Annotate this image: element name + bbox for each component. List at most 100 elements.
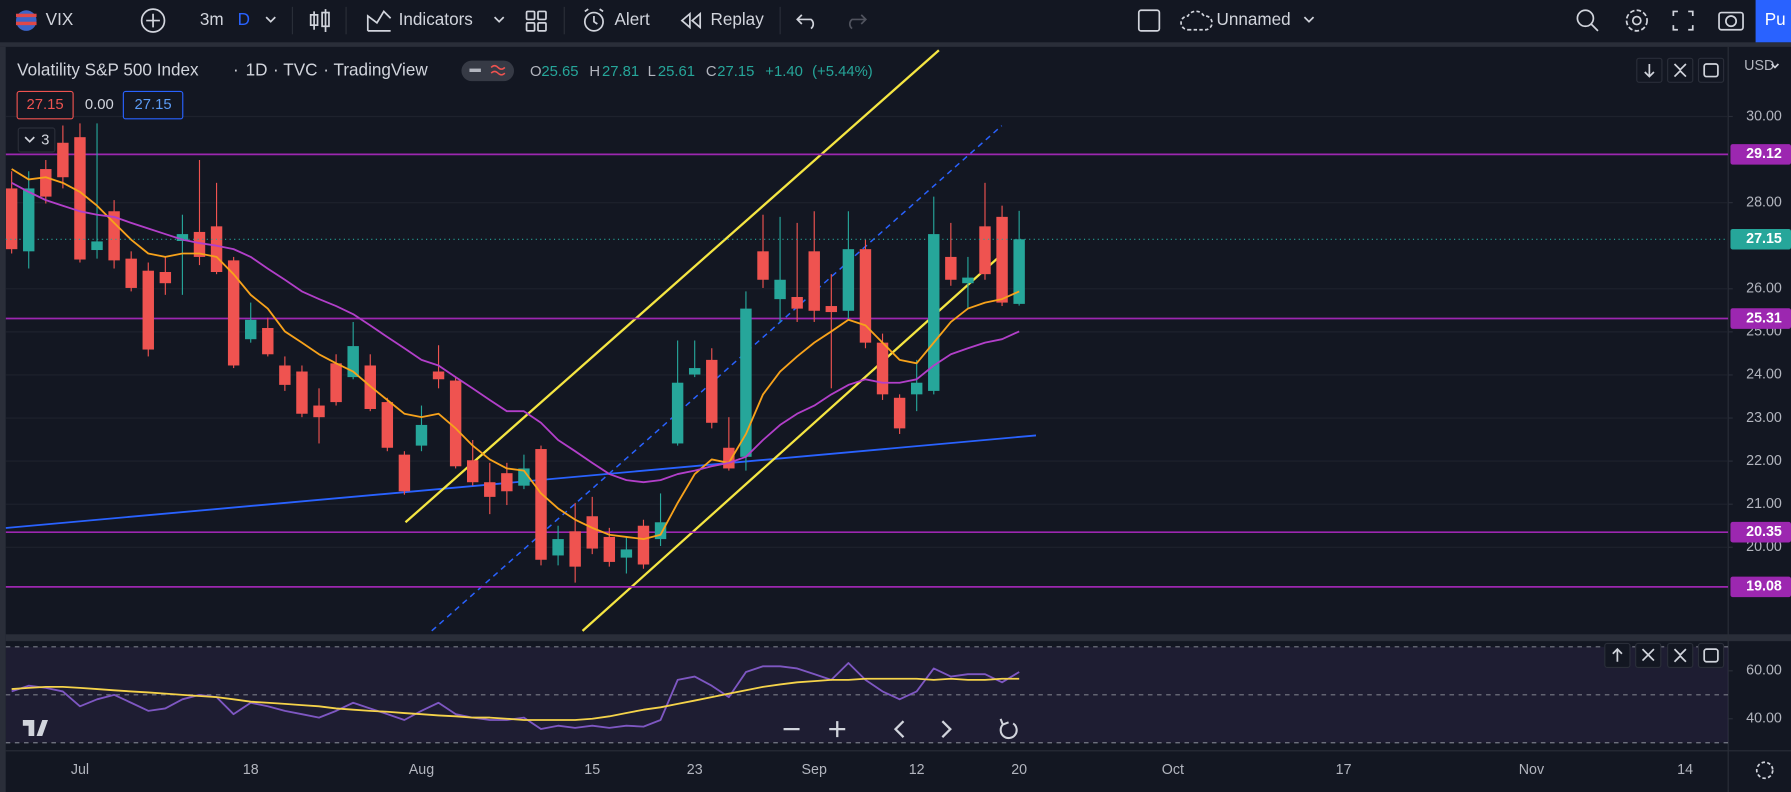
candle-body — [449, 380, 462, 467]
x-tick-label: 18 — [243, 762, 259, 778]
candle-body — [518, 468, 530, 486]
candle-body — [91, 241, 103, 251]
maximize-icon — [1703, 63, 1719, 78]
fullscreen-button[interactable] — [1672, 10, 1694, 31]
flag-stripe — [15, 13, 37, 18]
candle-body — [723, 447, 735, 469]
bid[interactable]: 27.15 — [27, 97, 64, 113]
publish-label[interactable]: Pu — [1765, 9, 1786, 29]
replay-button[interactable]: Replay — [710, 9, 764, 29]
y-tick-label: 40.00 — [1746, 711, 1782, 727]
tradingview-logo[interactable] — [22, 720, 48, 736]
bid-box[interactable] — [16, 90, 74, 120]
candle-body — [159, 272, 172, 284]
search-button[interactable] — [1576, 9, 1595, 28]
main-pane — [5, 49, 1729, 632]
candle-body — [125, 258, 137, 288]
chevron[interactable] — [1770, 63, 1780, 69]
y-tick-label: 20.00 — [1746, 539, 1782, 555]
scroll-right-button[interactable] — [941, 720, 952, 738]
candle-body — [245, 319, 257, 340]
maximize-button[interactable] — [1697, 57, 1725, 83]
candle-body — [859, 249, 872, 343]
settings-button[interactable] — [1625, 9, 1648, 32]
maximize-icon — [1703, 648, 1719, 663]
indicators-toggle[interactable] — [17, 127, 56, 153]
legend-title: Volatility S&P 500 Index — [17, 59, 199, 79]
x-tick-label: Nov — [1519, 762, 1545, 778]
scroll-left-button[interactable] — [893, 720, 905, 738]
candle-body — [193, 231, 206, 257]
candle-body — [415, 424, 428, 446]
undo-button[interactable] — [796, 14, 815, 30]
y-tick-label: 60.00 — [1746, 663, 1782, 679]
maximize-button[interactable] — [1697, 642, 1725, 668]
y-tick-label: 26.00 — [1746, 281, 1782, 297]
level-label: 20.35 — [1746, 524, 1782, 540]
candle-body — [296, 371, 308, 414]
candle-body — [23, 188, 35, 252]
legend-separator: · — [273, 59, 279, 79]
candle-body — [552, 539, 564, 556]
flag-icon[interactable] — [15, 10, 37, 31]
candle-body — [706, 359, 718, 423]
select-button[interactable] — [1137, 9, 1161, 32]
interval[interactable]: 3m — [200, 9, 224, 29]
x-tick-label: 17 — [1336, 762, 1352, 778]
search-handle — [1590, 23, 1599, 32]
symbol[interactable]: VIX — [46, 9, 74, 29]
x-tick-label: Aug — [409, 762, 434, 778]
chevron[interactable] — [1303, 16, 1315, 23]
candle-body — [825, 306, 838, 313]
candle-body — [262, 328, 274, 355]
redo-button[interactable] — [848, 14, 868, 30]
candle-body — [740, 308, 752, 457]
candle-body — [176, 234, 189, 241]
candle-body — [569, 531, 581, 567]
candle-body — [466, 460, 479, 483]
ask[interactable]: 27.15 — [134, 97, 171, 113]
publish-button[interactable] — [1755, 0, 1791, 43]
arrow-icon — [1644, 64, 1655, 78]
replay-icon[interactable] — [680, 11, 702, 30]
layout-icon[interactable] — [525, 10, 536, 21]
market-status[interactable] — [461, 60, 514, 82]
indicators-icon[interactable] — [366, 10, 392, 32]
chevron[interactable] — [265, 16, 276, 23]
screenshot-button[interactable] — [1718, 11, 1744, 31]
indicator-count: 3 — [41, 132, 49, 148]
currency[interactable]: USD — [1744, 58, 1774, 74]
ask-box[interactable] — [122, 90, 184, 120]
candle-body — [808, 251, 820, 311]
indicators-button[interactable]: Indicators — [399, 9, 473, 29]
add-symbol-button[interactable] — [140, 8, 166, 33]
chevron[interactable] — [493, 16, 505, 23]
alert-icon-hands — [584, 8, 604, 25]
candle-body — [637, 525, 650, 565]
channel-upper[interactable] — [404, 49, 940, 524]
zoom-in-button[interactable] — [829, 721, 846, 738]
axis-settings-button[interactable] — [1755, 761, 1774, 780]
reset-button[interactable] — [999, 718, 1018, 740]
close-value: 27.15 — [717, 64, 754, 80]
candle-body — [910, 382, 923, 395]
candle-body — [313, 405, 325, 418]
alert-button[interactable]: Alert — [615, 9, 650, 29]
layout-name[interactable]: Unnamed — [1216, 9, 1290, 29]
x-tick-label: 14 — [1677, 762, 1693, 778]
candle-body — [791, 296, 803, 309]
candle-body — [603, 536, 616, 562]
axes: Jul 18 Aug 15 23 Sep 12 20 Oct 17 Nov 14 30.00 28.00 2… — [71, 108, 1791, 778]
left-border — [0, 46, 6, 792]
flag-stripe — [15, 21, 37, 26]
collapse-icon — [1673, 648, 1687, 663]
add-icon — [146, 13, 160, 28]
interval-unit[interactable]: D — [238, 9, 250, 29]
layout-icon — [525, 21, 536, 32]
legend-separator: · — [323, 59, 329, 79]
grid — [5, 115, 1729, 548]
alert-icon[interactable] — [583, 11, 604, 32]
cloud-icon[interactable] — [1180, 10, 1213, 31]
change-percent: (+5.44%) — [812, 64, 873, 80]
